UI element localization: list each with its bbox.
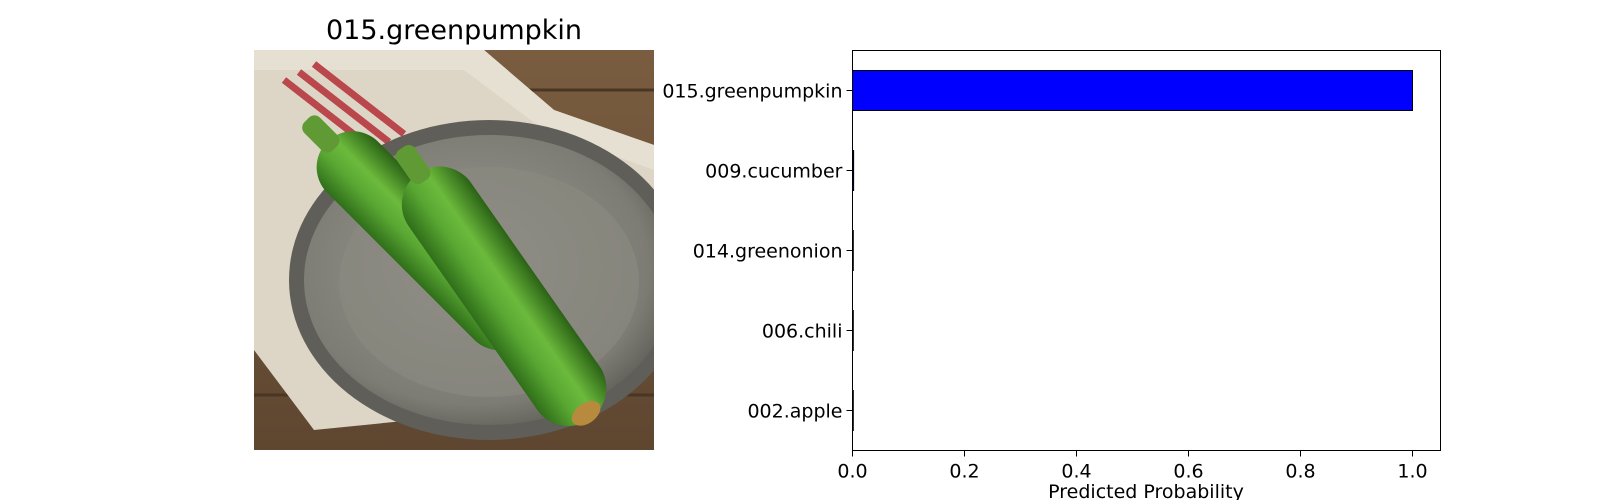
x-tick-label: 1.0: [1397, 461, 1427, 483]
y-tick-label: 006.chili: [762, 321, 843, 343]
x-tick-label: 0.4: [1061, 461, 1091, 483]
vegetable-photo-drawing: [254, 50, 654, 450]
bar-015-greenpumpkin: [852, 70, 1413, 111]
y-tick-label: 009.cucumber: [705, 161, 843, 183]
y-tick-label: 015.greenpumpkin: [662, 81, 842, 103]
x-axis-label: Predicted Probability: [1048, 481, 1244, 500]
x-tick-label: 0.2: [949, 461, 979, 483]
x-tick-label: 0.0: [837, 461, 867, 483]
x-tick-label: 0.6: [1173, 461, 1203, 483]
vegetable-photo: [254, 50, 654, 450]
image-title: 015.greenpumpkin: [325, 15, 583, 46]
x-tick-label: 0.8: [1285, 461, 1315, 483]
y-tick-label: 002.apple: [747, 401, 842, 423]
y-tick-label: 014.greenonion: [693, 241, 843, 263]
